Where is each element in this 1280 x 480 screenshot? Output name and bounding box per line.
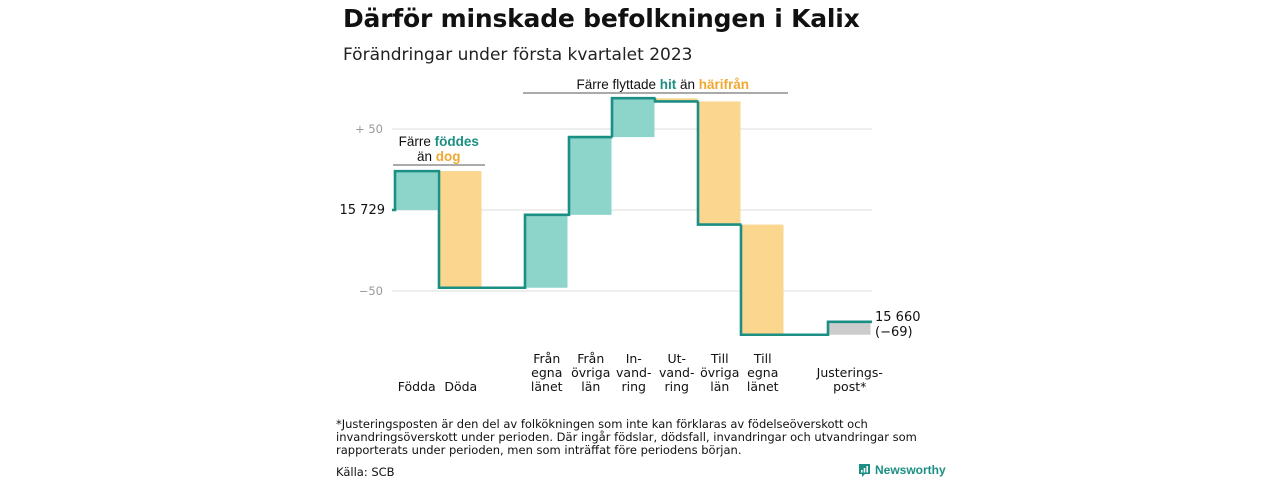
bar-döda (439, 171, 482, 288)
bar-justerings-post- (828, 321, 871, 335)
category-label: Justerings- (816, 365, 883, 380)
y-tick-labels: + 50 −50 15 729 (340, 122, 386, 298)
category-label: länet (747, 379, 779, 394)
category-label: länet (531, 379, 563, 394)
brand-logo[interactable]: Newsworthy (859, 463, 946, 477)
source-text: Källa: SCB (336, 465, 395, 479)
end-value-label: 15 660 (875, 310, 921, 325)
annotation-deaths: än dog (417, 149, 461, 164)
footnote: *Justeringsposten är den del av folkökni… (336, 417, 917, 457)
y-tick-label: + 50 (355, 122, 383, 136)
category-label: In- (626, 351, 642, 366)
chart-title: Därför minskade befolkningen i Kalix (343, 4, 860, 33)
end-change-label: (−69) (875, 325, 913, 340)
category-label: Födda (398, 379, 436, 394)
chart-subtitle: Förändringar under första kvartalet 2023 (343, 45, 693, 65)
category-label: ring (622, 379, 646, 394)
bar-från-övriga-län (569, 137, 612, 215)
start-value-label: 15 729 (340, 203, 386, 218)
value-labels: 15 660(−69) (875, 310, 921, 340)
annotation-migration: Färre flyttade hit än härifrån (576, 77, 749, 92)
bar-till-övriga-län (698, 101, 741, 225)
category-label: Ut- (667, 351, 686, 366)
bar-ut-vand-ring (655, 98, 698, 102)
category-label: egna (747, 365, 778, 380)
category-label: Från (577, 351, 604, 366)
category-label: Döda (444, 379, 477, 394)
category-label: övriga (700, 365, 739, 380)
brand-name: Newsworthy (875, 463, 946, 477)
category-label: län (710, 379, 729, 394)
newsworthy-logo-icon (859, 463, 870, 477)
bars (395, 98, 871, 335)
annotation-births: Färre föddes (399, 134, 479, 149)
category-label: Till (710, 351, 729, 366)
category-label: post* (833, 379, 866, 394)
bar-födda (395, 171, 438, 210)
category-label: Till (753, 351, 772, 366)
category-label: ring (665, 379, 689, 394)
bar-till-egna-länet (741, 224, 784, 335)
cumulative-step-line (392, 96, 872, 337)
category-labels: Födda DödaFrånegnalänetFrånövrigalänIn-va… (398, 351, 883, 394)
category-label: län (581, 379, 600, 394)
y-tick-label: −50 (359, 284, 383, 298)
category-label: Från (533, 351, 560, 366)
bar-från-egna-länet (525, 214, 568, 288)
category-label: vand- (616, 365, 651, 380)
category-label: egna (531, 365, 562, 380)
bar-in-vand-ring (612, 98, 655, 138)
category-label: övriga (571, 365, 610, 380)
category-label: vand- (659, 365, 694, 380)
